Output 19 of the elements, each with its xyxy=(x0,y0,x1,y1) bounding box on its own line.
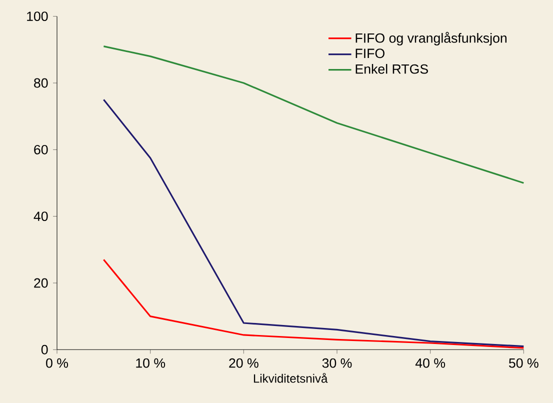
y-tick-label: 60 xyxy=(34,144,48,154)
x-tick-label: 10 % xyxy=(136,358,166,368)
x-tick-label: 40 % xyxy=(415,358,446,368)
x-tick-label: 30 % xyxy=(322,358,352,368)
y-tick-label: 20 xyxy=(34,278,48,288)
y-tick-label: 40 xyxy=(34,212,48,222)
line-series xyxy=(102,98,524,348)
x-tick-label: 50 % xyxy=(509,358,538,368)
x-axis-title: Likviditetsnivå xyxy=(254,372,328,383)
x-tick-label: 20 % xyxy=(229,358,258,368)
legend-label: FIFO xyxy=(356,48,384,58)
line-series xyxy=(102,46,524,184)
x-tick-label: 0 % xyxy=(46,358,68,368)
y-tick-label: 0 xyxy=(41,344,48,354)
line-series xyxy=(102,258,524,349)
legend-label: Enkel RTGS xyxy=(356,64,428,74)
legend-label: FIFO og vranglåsfunksjon xyxy=(356,32,506,46)
y-tick-label: 80 xyxy=(34,78,48,88)
y-tick-label: 100 xyxy=(27,12,48,22)
